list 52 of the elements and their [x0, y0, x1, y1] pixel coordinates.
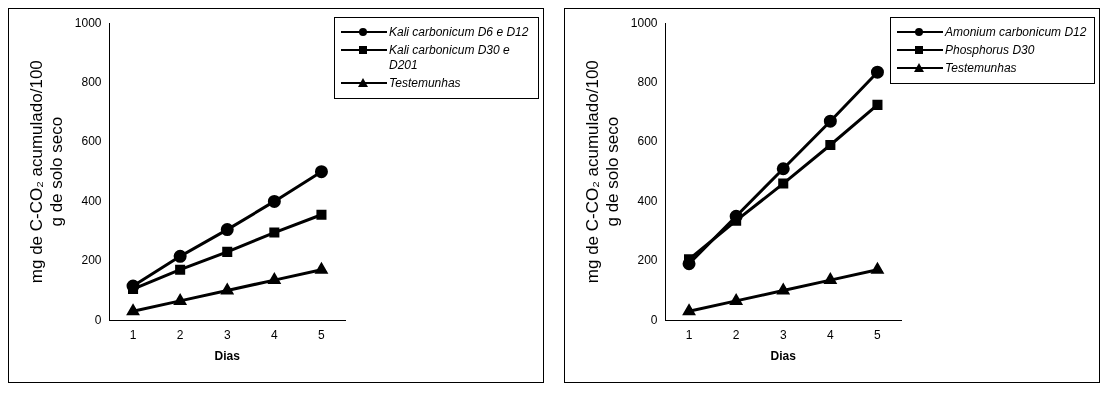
point — [730, 294, 742, 305]
point — [127, 304, 139, 316]
point — [872, 99, 883, 110]
point — [267, 194, 281, 208]
y-tick-label: 1000 — [630, 15, 658, 30]
point — [316, 209, 327, 220]
point — [173, 249, 187, 263]
point — [220, 223, 234, 237]
legend-label: Kali carbonicum D30 e D201 — [389, 43, 511, 73]
y-tick-label: 600 — [637, 134, 658, 149]
point — [269, 227, 280, 238]
x-tick-label: 2 — [176, 327, 184, 342]
x-tick-label: 3 — [223, 327, 231, 342]
y-tick-label: 600 — [81, 134, 102, 149]
y-tick-label: 200 — [637, 253, 658, 268]
y-tick-label: 200 — [81, 253, 102, 268]
point — [778, 178, 789, 189]
point — [175, 264, 186, 275]
y-tick-label: 400 — [81, 193, 102, 208]
point — [870, 65, 884, 79]
point — [824, 273, 837, 285]
point — [825, 139, 836, 151]
legend-label: Kali carbonicum D6 e D12 — [389, 25, 529, 40]
legend-label: Amonium carbonicum D12 — [945, 25, 1087, 40]
point — [314, 165, 328, 179]
x-tick-label: 2 — [732, 327, 740, 342]
point — [823, 114, 837, 128]
x-tick-label: 4 — [827, 327, 834, 342]
y-tick-label: 0 — [94, 312, 102, 327]
y-axis-title: mg de C-CO₂ acumulado/100 g de solo seco — [26, 60, 67, 284]
legend-label: Testemunhas — [389, 76, 461, 91]
x-axis-title: Dias — [214, 349, 241, 364]
point — [222, 246, 233, 257]
x-tick-label: 1 — [129, 327, 137, 342]
x-axis-title: Dias — [770, 349, 797, 364]
y-tick-label: 1000 — [74, 15, 102, 30]
x-tick-label: 4 — [271, 327, 278, 342]
point — [174, 294, 186, 305]
y-tick-label: 800 — [81, 74, 102, 89]
y-tick-label: 0 — [650, 312, 658, 327]
point — [268, 273, 281, 285]
x-tick-label: 3 — [779, 327, 787, 342]
x-tick-label: 5 — [318, 327, 326, 342]
legend-label: Testemunhas — [945, 61, 1017, 76]
x-tick-label: 5 — [874, 327, 882, 342]
legend-label: Phosphorus D30 — [945, 43, 1035, 58]
y-tick-label: 800 — [637, 74, 658, 89]
y-tick-label: 400 — [637, 193, 658, 208]
y-axis-title: mg de C-CO₂ acumulado/100 g de solo seco — [582, 60, 623, 284]
point — [776, 162, 790, 176]
point — [683, 304, 695, 316]
x-tick-label: 1 — [685, 327, 693, 342]
